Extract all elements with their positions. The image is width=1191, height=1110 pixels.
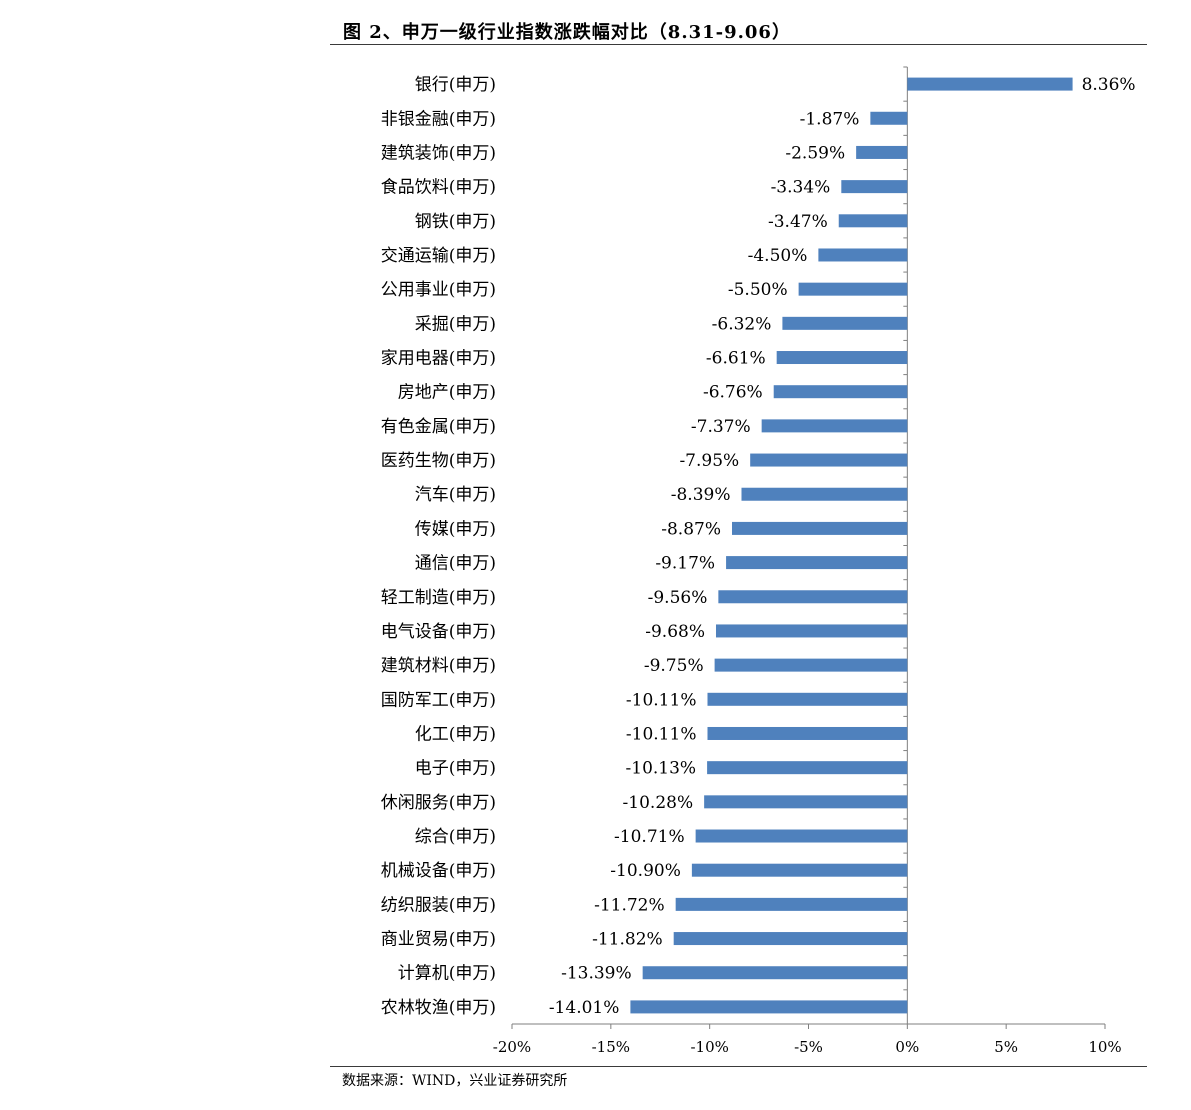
source-note: 数据来源：WIND，兴业证券研究所 (342, 1073, 568, 1089)
bar (776, 351, 908, 365)
category-label: 休闲服务(申万) (381, 793, 496, 813)
bar (707, 692, 908, 706)
bar (630, 1000, 908, 1014)
x-tick-label: 5% (994, 1038, 1018, 1056)
data-label: -9.75% (644, 656, 704, 676)
data-label: -7.37% (691, 417, 751, 437)
bar (642, 966, 908, 980)
category-label: 化工(申万) (415, 724, 496, 744)
title-rule (330, 44, 1147, 45)
category-label: 非银金融(申万) (381, 109, 496, 129)
category-label: 建筑材料(申万) (381, 656, 496, 676)
data-label: -3.47% (768, 212, 828, 232)
category-label: 汽车(申万) (415, 485, 496, 505)
x-tick-label: -15% (592, 1038, 630, 1056)
category-label: 通信(申万) (415, 554, 496, 574)
data-label: -13.39% (561, 964, 632, 984)
category-label: 交通运输(申万) (381, 246, 496, 266)
x-tick-label: -10% (690, 1038, 728, 1056)
x-tick-label: -20% (493, 1038, 531, 1056)
bar (870, 111, 908, 125)
category-label: 商业贸易(申万) (381, 930, 496, 950)
category-label: 国防军工(申万) (381, 690, 496, 710)
category-label: 医药生物(申万) (381, 451, 496, 471)
data-label: -6.32% (712, 314, 772, 334)
bar (773, 385, 908, 399)
data-label: -11.82% (592, 930, 663, 950)
data-label: 8.36% (1082, 75, 1136, 95)
bar (691, 863, 908, 877)
bar (726, 556, 908, 570)
category-label: 农林牧渔(申万) (381, 998, 496, 1018)
bar (715, 624, 908, 638)
bar (856, 145, 908, 159)
bar (695, 829, 908, 843)
data-label: -2.59% (785, 143, 845, 163)
bar (782, 316, 908, 330)
data-label: -9.68% (645, 622, 705, 642)
data-label: -5.50% (728, 280, 788, 300)
data-label: -10.90% (610, 861, 681, 881)
chart-title: 图 2、申万一级行业指数涨跌幅对比（8.31-9.06） (343, 22, 791, 43)
category-label: 房地产(申万) (398, 383, 496, 403)
bar (704, 795, 908, 809)
bar (707, 726, 908, 740)
bar (907, 77, 1073, 91)
data-label: -10.11% (626, 690, 697, 710)
data-label: -8.39% (671, 485, 731, 505)
data-label: -10.13% (626, 759, 697, 779)
data-label: -1.87% (800, 109, 860, 129)
category-label: 有色金属(申万) (381, 417, 496, 437)
bar (761, 419, 908, 433)
bar (707, 761, 908, 775)
data-label: -10.71% (614, 827, 685, 847)
data-label: -6.61% (706, 349, 766, 369)
x-tick-label: -5% (794, 1038, 823, 1056)
category-label: 机械设备(申万) (381, 861, 496, 881)
bar (798, 282, 908, 296)
category-label: 综合(申万) (415, 827, 496, 847)
bar (675, 897, 908, 911)
category-label: 电子(申万) (415, 759, 496, 779)
category-label: 轻工制造(申万) (381, 588, 496, 608)
category-label: 公用事业(申万) (381, 280, 496, 300)
data-label: -3.34% (771, 178, 831, 198)
data-label: -4.50% (748, 246, 808, 266)
bar (818, 248, 908, 262)
category-label: 采掘(申万) (415, 314, 496, 334)
data-label: -10.11% (626, 724, 697, 744)
x-tick-label: 0% (895, 1038, 919, 1056)
bar (741, 487, 908, 501)
data-label: -9.56% (648, 588, 708, 608)
footer-rule (330, 1066, 1147, 1067)
data-label: -10.28% (623, 793, 694, 813)
bar (718, 590, 908, 604)
category-label: 电气设备(申万) (381, 622, 496, 642)
data-label: -6.76% (703, 383, 763, 403)
category-label: 计算机(申万) (398, 964, 496, 984)
data-label: -11.72% (594, 895, 665, 915)
data-label: -7.95% (679, 451, 739, 471)
category-label: 钢铁(申万) (415, 212, 496, 232)
bar (714, 658, 908, 672)
data-label: -14.01% (549, 998, 620, 1018)
category-label: 纺织服装(申万) (381, 895, 496, 915)
data-label: -8.87% (661, 519, 721, 539)
bar (673, 932, 908, 946)
bar (841, 180, 908, 194)
bar (732, 521, 908, 535)
data-label: -9.17% (655, 554, 715, 574)
x-tick-label: 10% (1088, 1038, 1121, 1056)
bar (750, 453, 908, 467)
category-label: 银行(申万) (415, 75, 496, 95)
bar (838, 214, 908, 228)
category-label: 传媒(申万) (415, 519, 496, 539)
category-label: 家用电器(申万) (381, 349, 496, 369)
category-label: 建筑装饰(申万) (381, 143, 496, 163)
category-label: 食品饮料(申万) (381, 178, 496, 198)
